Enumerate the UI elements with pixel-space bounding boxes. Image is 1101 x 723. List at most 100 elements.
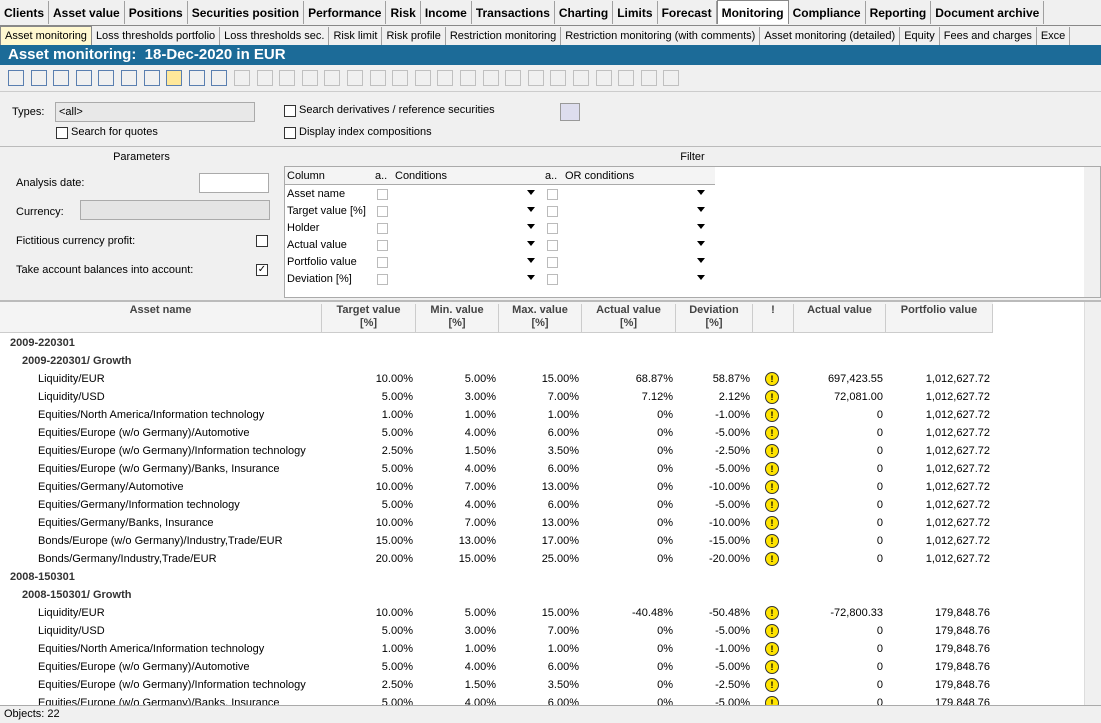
text-input[interactable] — [199, 173, 269, 193]
sub-tab[interactable]: Fees and charges — [940, 27, 1037, 45]
main-tab[interactable]: Forecast — [658, 1, 717, 24]
main-tab[interactable]: Reporting — [866, 1, 932, 24]
main-tab[interactable]: Income — [421, 1, 472, 24]
toolbar-button[interactable] — [31, 70, 47, 86]
toolbar-button[interactable] — [460, 70, 476, 86]
dropdown[interactable] — [527, 224, 535, 229]
toolbar-button[interactable] — [528, 70, 544, 86]
dropdown[interactable] — [527, 190, 535, 195]
types-combo[interactable]: <all> — [55, 102, 255, 122]
main-tab[interactable]: Positions — [125, 1, 188, 24]
asset-name[interactable]: Equities/Europe (w/o Germany)/Informatio… — [38, 679, 306, 691]
main-tab[interactable]: Compliance — [789, 1, 866, 24]
dropdown[interactable] — [697, 190, 705, 195]
toolbar-button[interactable] — [98, 70, 114, 86]
toolbar-button[interactable] — [211, 70, 227, 86]
checkbox[interactable] — [547, 240, 558, 251]
toolbar-button[interactable] — [53, 70, 69, 86]
main-tab[interactable]: Clients — [0, 1, 49, 24]
checkbox[interactable] — [377, 274, 388, 285]
toolbar-button[interactable] — [189, 70, 205, 86]
checkbox[interactable] — [377, 223, 388, 234]
sub-tab[interactable]: Asset monitoring — [0, 26, 92, 46]
asset-name[interactable]: Equities/Europe (w/o Germany)/Automotive — [38, 661, 250, 673]
dropdown[interactable] — [527, 207, 535, 212]
toolbar-button[interactable] — [8, 70, 24, 86]
checkbox[interactable] — [377, 189, 388, 200]
toolbar-button[interactable] — [166, 70, 182, 86]
toolbar-button[interactable] — [415, 70, 431, 86]
asset-name[interactable]: Equities/Europe (w/o Germany)/Banks, Ins… — [38, 697, 280, 705]
asset-name[interactable]: Liquidity/USD — [38, 391, 105, 403]
sub-tab[interactable]: Restriction monitoring — [446, 27, 561, 45]
main-tab[interactable]: Risk — [386, 1, 420, 24]
toolbar-button[interactable] — [483, 70, 499, 86]
checkbox[interactable] — [284, 127, 296, 139]
refresh-button[interactable] — [560, 103, 580, 121]
main-tab[interactable]: Performance — [304, 1, 386, 24]
checkbox[interactable] — [547, 274, 558, 285]
toolbar-button[interactable] — [392, 70, 408, 86]
sub-tab[interactable]: Asset monitoring (detailed) — [760, 27, 900, 45]
checkbox[interactable] — [56, 127, 68, 139]
asset-name[interactable]: Equities/Germany/Banks, Insurance — [38, 517, 213, 529]
asset-name[interactable]: Equities/Germany/Information technology — [38, 499, 240, 511]
toolbar-button[interactable] — [663, 70, 679, 86]
asset-name[interactable]: Liquidity/USD — [38, 625, 105, 637]
toolbar-button[interactable] — [144, 70, 160, 86]
dropdown[interactable] — [527, 275, 535, 280]
asset-name[interactable]: Liquidity/EUR — [38, 607, 105, 619]
sub-tab[interactable]: Loss thresholds sec. — [220, 27, 329, 45]
checkbox[interactable] — [377, 206, 388, 217]
asset-name[interactable]: Bonds/Germany/Industry,Trade/EUR — [38, 553, 217, 565]
asset-name[interactable]: Equities/Europe (w/o Germany)/Automotive — [38, 427, 250, 439]
checkbox[interactable]: ✓ — [256, 264, 268, 276]
toolbar-button[interactable] — [370, 70, 386, 86]
toolbar-button[interactable] — [324, 70, 340, 86]
asset-name[interactable]: Equities/North America/Information techn… — [38, 409, 264, 421]
toolbar-button[interactable] — [437, 70, 453, 86]
sub-tab[interactable]: Loss thresholds portfolio — [92, 27, 220, 45]
asset-name[interactable]: Equities/Europe (w/o Germany)/Banks, Ins… — [38, 463, 280, 475]
sub-tab[interactable]: Risk limit — [329, 27, 382, 45]
checkbox[interactable] — [547, 189, 558, 200]
combo[interactable] — [80, 200, 270, 220]
main-tab[interactable]: Limits — [613, 1, 657, 24]
toolbar-button[interactable] — [121, 70, 137, 86]
toolbar-button[interactable] — [234, 70, 250, 86]
main-tab[interactable]: Monitoring — [717, 0, 789, 24]
checkbox[interactable] — [377, 240, 388, 251]
asset-name[interactable]: Equities/Germany/Automotive — [38, 481, 184, 493]
sub-tab[interactable]: Risk profile — [382, 27, 445, 45]
toolbar-button[interactable] — [76, 70, 92, 86]
toolbar-button[interactable] — [279, 70, 295, 86]
toolbar-button[interactable] — [505, 70, 521, 86]
dropdown[interactable] — [697, 224, 705, 229]
main-tab[interactable]: Document archive — [931, 1, 1044, 24]
dropdown[interactable] — [527, 258, 535, 263]
asset-name[interactable]: Equities/Europe (w/o Germany)/Informatio… — [38, 445, 306, 457]
checkbox[interactable] — [547, 257, 558, 268]
toolbar-button[interactable] — [347, 70, 363, 86]
toolbar-button[interactable] — [596, 70, 612, 86]
sub-tab[interactable]: Restriction monitoring (with comments) — [561, 27, 760, 45]
dropdown[interactable] — [697, 275, 705, 280]
toolbar-button[interactable] — [257, 70, 273, 86]
dropdown[interactable] — [697, 258, 705, 263]
checkbox[interactable] — [256, 235, 268, 247]
toolbar-button[interactable] — [573, 70, 589, 86]
checkbox[interactable] — [377, 257, 388, 268]
checkbox[interactable] — [547, 206, 558, 217]
dropdown[interactable] — [697, 241, 705, 246]
sub-tab[interactable]: Equity — [900, 27, 940, 45]
sub-tab[interactable]: Exce — [1037, 27, 1070, 45]
main-tab[interactable]: Charting — [555, 1, 613, 24]
toolbar-button[interactable] — [618, 70, 634, 86]
asset-name[interactable]: Liquidity/EUR — [38, 373, 105, 385]
main-tab[interactable]: Securities position — [188, 1, 304, 24]
asset-name[interactable]: Bonds/Europe (w/o Germany)/Industry,Trad… — [38, 535, 283, 547]
dropdown[interactable] — [527, 241, 535, 246]
main-tab[interactable]: Transactions — [472, 1, 555, 24]
toolbar-button[interactable] — [302, 70, 318, 86]
dropdown[interactable] — [697, 207, 705, 212]
